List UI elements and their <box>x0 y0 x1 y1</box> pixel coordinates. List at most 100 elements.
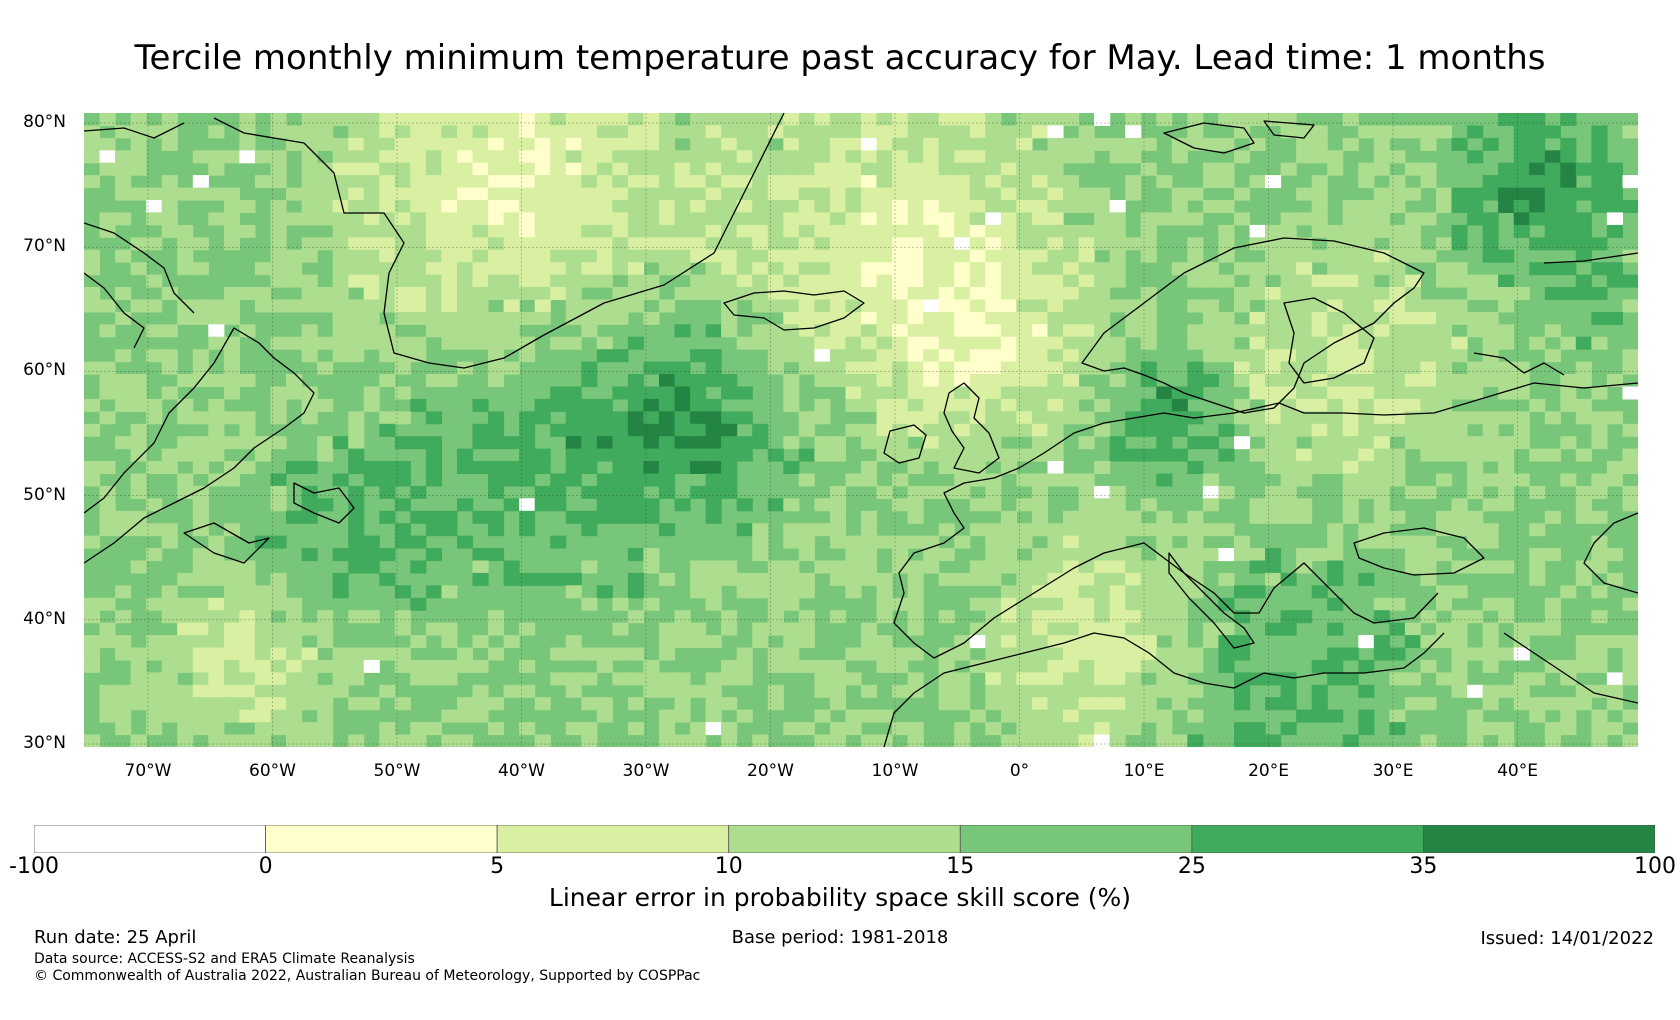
skill-cell <box>130 647 147 661</box>
skill-cell <box>798 137 815 151</box>
skill-cell <box>1047 535 1064 549</box>
skill-cell <box>223 709 240 723</box>
skill-cell <box>472 336 489 350</box>
skill-cell <box>721 610 738 624</box>
skill-cell <box>488 548 505 562</box>
skill-cell <box>1218 274 1235 288</box>
skill-cell <box>1591 262 1608 276</box>
longitude-label: 40°W <box>498 761 545 781</box>
skill-cell <box>1498 610 1515 624</box>
skill-cell <box>472 697 489 711</box>
skill-cell <box>674 200 691 213</box>
skill-cell <box>690 150 707 164</box>
skill-cell <box>1078 585 1095 599</box>
skill-cell <box>1560 137 1577 151</box>
skill-cell <box>208 697 225 711</box>
skill-cell <box>752 635 769 649</box>
skill-cell <box>130 187 147 201</box>
skill-cell <box>394 336 411 350</box>
skill-cell <box>907 200 924 213</box>
skill-cell <box>130 398 147 412</box>
skill-cell <box>627 162 644 176</box>
skill-cell <box>1404 336 1421 350</box>
skill-cell <box>1327 237 1344 251</box>
skill-cell <box>938 436 955 450</box>
skill-cell <box>457 137 474 151</box>
skill-cell <box>1265 287 1282 300</box>
skill-cell <box>938 647 955 661</box>
skill-cell <box>254 672 271 686</box>
skill-cell <box>876 485 893 499</box>
skill-cell <box>985 175 1002 189</box>
skill-cell <box>332 137 349 151</box>
skill-cell <box>892 361 909 375</box>
skill-cell <box>1187 523 1204 537</box>
skill-cell <box>130 734 147 747</box>
skill-cell <box>208 597 225 611</box>
skill-cell <box>938 125 955 139</box>
skill-cell <box>1094 523 1111 537</box>
skill-cell <box>1560 287 1577 300</box>
skill-cell <box>1078 523 1095 537</box>
skill-cell <box>907 137 924 151</box>
skill-cell <box>814 249 831 263</box>
skill-cell <box>379 200 396 213</box>
skill-cell <box>1327 572 1344 586</box>
skill-cell <box>969 175 986 189</box>
skill-cell <box>1063 299 1080 313</box>
skill-cell <box>1171 150 1188 164</box>
skill-cell <box>1016 175 1033 189</box>
skill-cell <box>643 684 660 698</box>
skill-cell <box>534 137 551 151</box>
skill-cell <box>270 684 287 698</box>
skill-cell <box>488 697 505 711</box>
skill-cell <box>1031 597 1048 611</box>
skill-cell <box>985 684 1002 698</box>
colorbar-segment <box>265 825 498 853</box>
skill-cell <box>1482 448 1499 462</box>
skill-cell <box>1156 672 1173 686</box>
skill-cell <box>643 423 660 437</box>
skill-cell <box>659 722 676 736</box>
colorbar-segment <box>496 825 730 853</box>
skill-cell <box>705 485 722 499</box>
skill-cell <box>363 697 380 711</box>
skill-cell <box>457 187 474 201</box>
skill-cell <box>130 386 147 400</box>
skill-cell <box>845 299 862 313</box>
skill-cell <box>1234 187 1251 201</box>
skill-cell <box>1544 448 1561 462</box>
skill-cell <box>270 249 287 263</box>
skill-cell <box>1591 150 1608 164</box>
skill-cell <box>596 113 613 126</box>
skill-cell <box>705 374 722 387</box>
skill-cell <box>627 485 644 499</box>
skill-cell <box>1031 610 1048 624</box>
skill-cell <box>1234 150 1251 164</box>
skill-cell <box>1078 597 1095 611</box>
skill-cell <box>317 398 334 412</box>
skill-cell <box>845 672 862 686</box>
skill-cell <box>223 436 240 450</box>
skill-cell <box>705 709 722 723</box>
skill-cell <box>892 187 909 201</box>
skill-cell <box>503 237 520 251</box>
skill-cell <box>1094 423 1111 437</box>
skill-cell <box>907 597 924 611</box>
skill-cell <box>394 697 411 711</box>
skill-cell <box>379 374 396 387</box>
skill-cell <box>1575 361 1592 375</box>
skill-cell <box>783 187 800 201</box>
skill-cell <box>767 349 784 363</box>
skill-cell <box>705 224 722 238</box>
skill-cell <box>223 349 240 363</box>
skill-cell <box>1140 299 1157 313</box>
skill-cell <box>1467 411 1484 425</box>
skill-cell <box>1109 137 1126 151</box>
skill-cell <box>1482 137 1499 151</box>
skill-cell <box>161 187 178 201</box>
skill-cell <box>472 125 489 139</box>
skill-cell <box>1016 287 1033 300</box>
skill-cell <box>534 175 551 189</box>
skill-cell <box>1202 349 1219 363</box>
